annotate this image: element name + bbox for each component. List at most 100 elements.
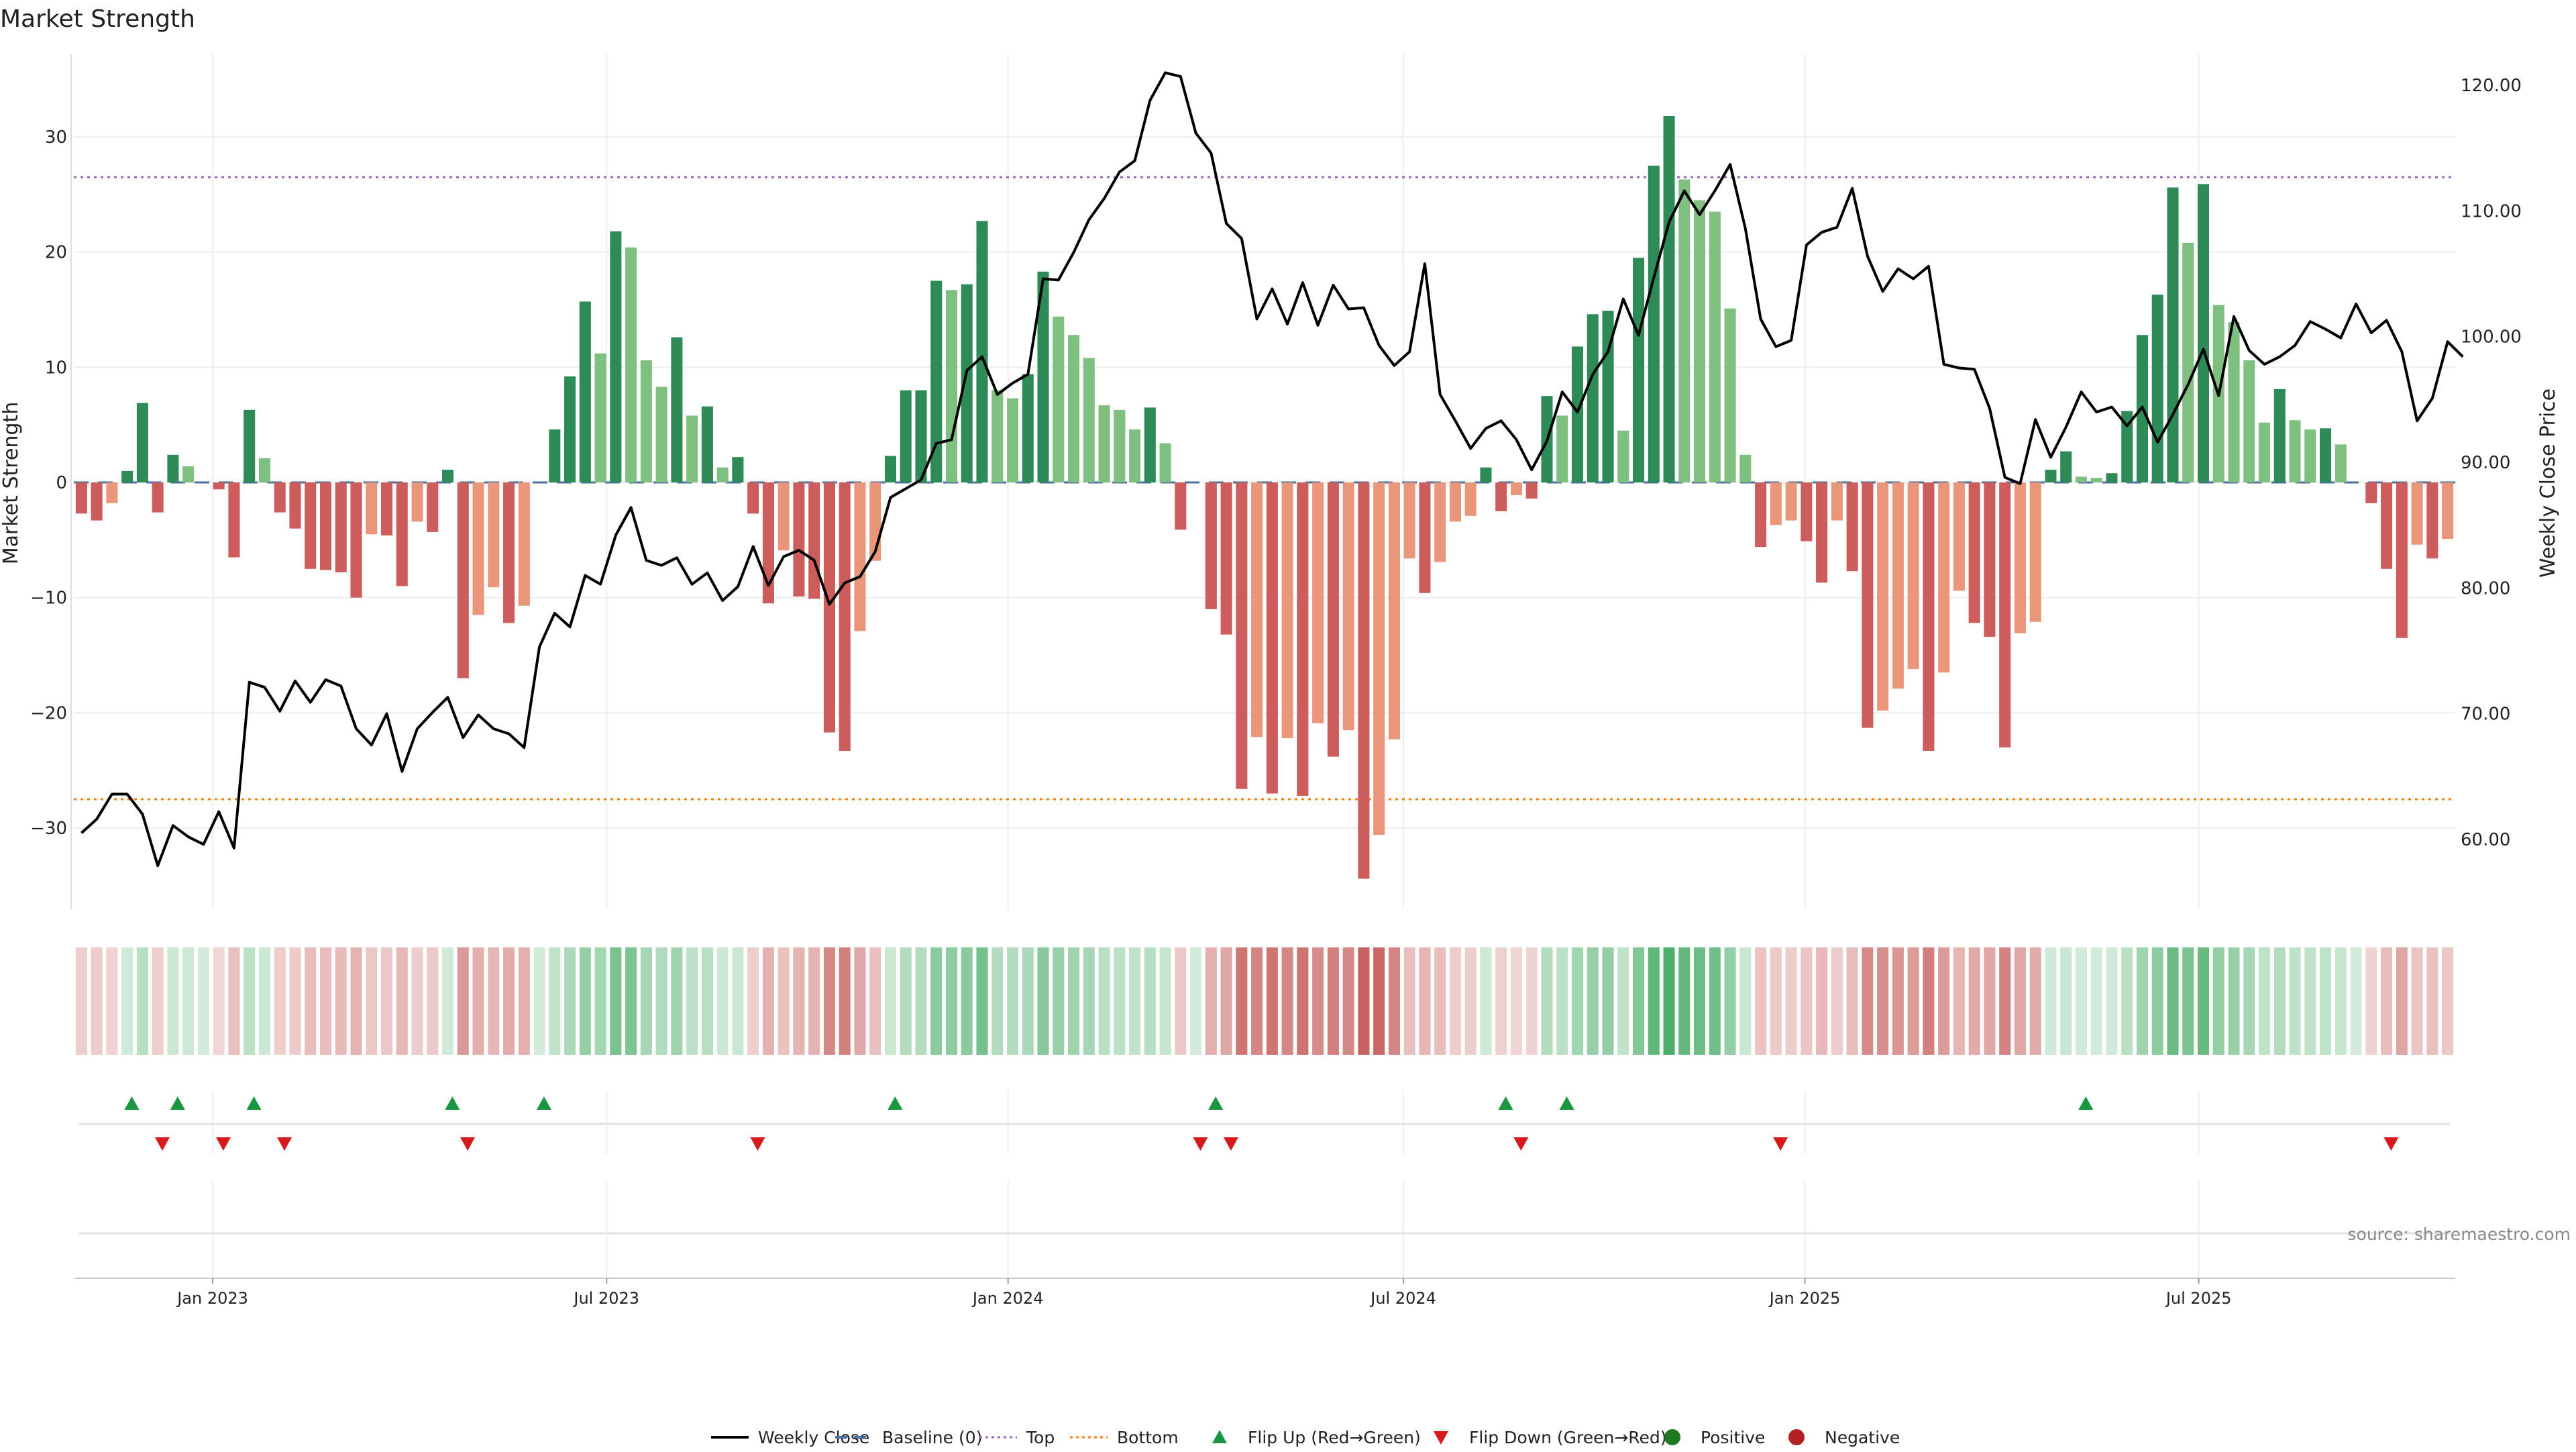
heat-cell [1663, 947, 1675, 1055]
strength-bar [747, 482, 759, 514]
strength-bar [625, 247, 637, 482]
heat-cell [1587, 947, 1599, 1055]
left-tick-label: 10 [45, 358, 67, 378]
strength-bar [1434, 482, 1446, 562]
heat-cell [793, 947, 805, 1055]
heat-cell [1342, 947, 1354, 1055]
strength-bar [1938, 482, 1950, 673]
strength-bar [2060, 451, 2072, 482]
strength-bar [976, 221, 988, 482]
flip-up-marker [1208, 1096, 1224, 1110]
right-tick-label: 70.00 [2461, 705, 2510, 725]
strength-bar [2228, 322, 2240, 482]
heat-cell [640, 947, 652, 1055]
heat-cell [2442, 947, 2454, 1055]
strength-bar [884, 456, 897, 482]
heat-cell [2243, 947, 2255, 1055]
heat-cell [1434, 947, 1446, 1055]
heat-cell [2121, 947, 2133, 1055]
strength-bar [961, 284, 973, 482]
heat-cell [716, 947, 729, 1055]
strength-bar [1648, 165, 1660, 482]
strength-bar [1098, 405, 1110, 482]
heat-cell [900, 947, 912, 1055]
heat-cell [2136, 947, 2149, 1055]
heat-cell [1953, 947, 1965, 1055]
strength-bar [366, 482, 378, 535]
strength-bar [1709, 211, 1721, 482]
strength-bar [1968, 482, 1980, 623]
heat-cell [1098, 947, 1110, 1055]
heat-cell [2273, 947, 2286, 1055]
strength-bar [549, 429, 561, 482]
strength-bar [472, 482, 484, 615]
strength-bar [274, 482, 286, 513]
heat-cell [2075, 947, 2088, 1055]
right-tick-label: 100.00 [2461, 327, 2522, 348]
heat-cell [167, 947, 179, 1055]
heat-cell [1541, 947, 1553, 1055]
left-tick-label: −20 [30, 703, 67, 723]
strength-bar [258, 458, 270, 482]
legend-swatch [1212, 1430, 1227, 1443]
heat-cell [915, 947, 927, 1055]
heat-cell [2350, 947, 2362, 1055]
heat-cell [1862, 947, 1874, 1055]
strength-bar [1862, 482, 1874, 728]
heat-cell [869, 947, 881, 1055]
flip-up-marker [445, 1096, 460, 1110]
strength-bar [2273, 388, 2286, 482]
strength-bar [1144, 407, 1156, 482]
flip-up-marker [1498, 1096, 1513, 1110]
strength-bar [1923, 482, 1935, 751]
strength-bar [1114, 409, 1126, 482]
strength-bar [1770, 482, 1782, 525]
flip-markers [79, 1090, 2450, 1154]
heat-cell [1236, 947, 1248, 1055]
strength-bar [823, 482, 835, 733]
strength-bar [1449, 482, 1461, 522]
heat-cell [1709, 947, 1721, 1055]
strength-bar [2259, 422, 2271, 482]
heat-cell [2151, 947, 2163, 1055]
strength-bar [2381, 482, 2393, 569]
legend-label: Top [1026, 1428, 1055, 1447]
heat-cell [1037, 947, 1049, 1055]
strength-bar [1403, 482, 1415, 559]
strength-bar [732, 457, 744, 482]
left-axis-title: Market Strength [0, 402, 23, 564]
heat-cell [2090, 947, 2102, 1055]
axes: 30 20 10 0 −10 −20 −30 120.00 110.00 100.00 90.00 8… [0, 54, 2560, 909]
heat-cell [305, 947, 317, 1055]
strength-bar [1632, 258, 1645, 482]
strength-bar [1846, 482, 1858, 572]
heat-cell [1984, 947, 1996, 1055]
heat-cell [182, 947, 195, 1055]
strength-bar [1281, 482, 1293, 739]
strength-bar [136, 403, 148, 482]
heat-cell [1373, 947, 1385, 1055]
heat-cell [1525, 947, 1538, 1055]
heat-cell [1938, 947, 1950, 1055]
heat-cell [2106, 947, 2118, 1055]
heat-cell [152, 947, 164, 1055]
strength-bar [1388, 482, 1400, 739]
strength-bar [1739, 454, 1752, 482]
flip-down-marker [1223, 1137, 1238, 1151]
heat-cell [1190, 947, 1202, 1055]
strength-bar [2334, 444, 2347, 482]
heat-cell [2320, 947, 2332, 1055]
heat-cell [380, 947, 393, 1055]
strength-bar [2289, 420, 2301, 482]
strength-bar [2151, 295, 2163, 482]
strength-bar [1984, 482, 1996, 637]
legend-label: Flip Up (Red→Green) [1248, 1428, 1421, 1447]
heat-cell [1388, 947, 1400, 1055]
strength-bar [1831, 482, 1843, 521]
legend: Weekly Close Baseline (0) Top Bottom Flip Up… [711, 1428, 1900, 1447]
legend-label: Positive [1701, 1428, 1765, 1447]
strength-bar [640, 360, 652, 482]
strength-bar [319, 482, 332, 570]
strength-bar [930, 280, 943, 482]
strength-bar [518, 482, 530, 606]
